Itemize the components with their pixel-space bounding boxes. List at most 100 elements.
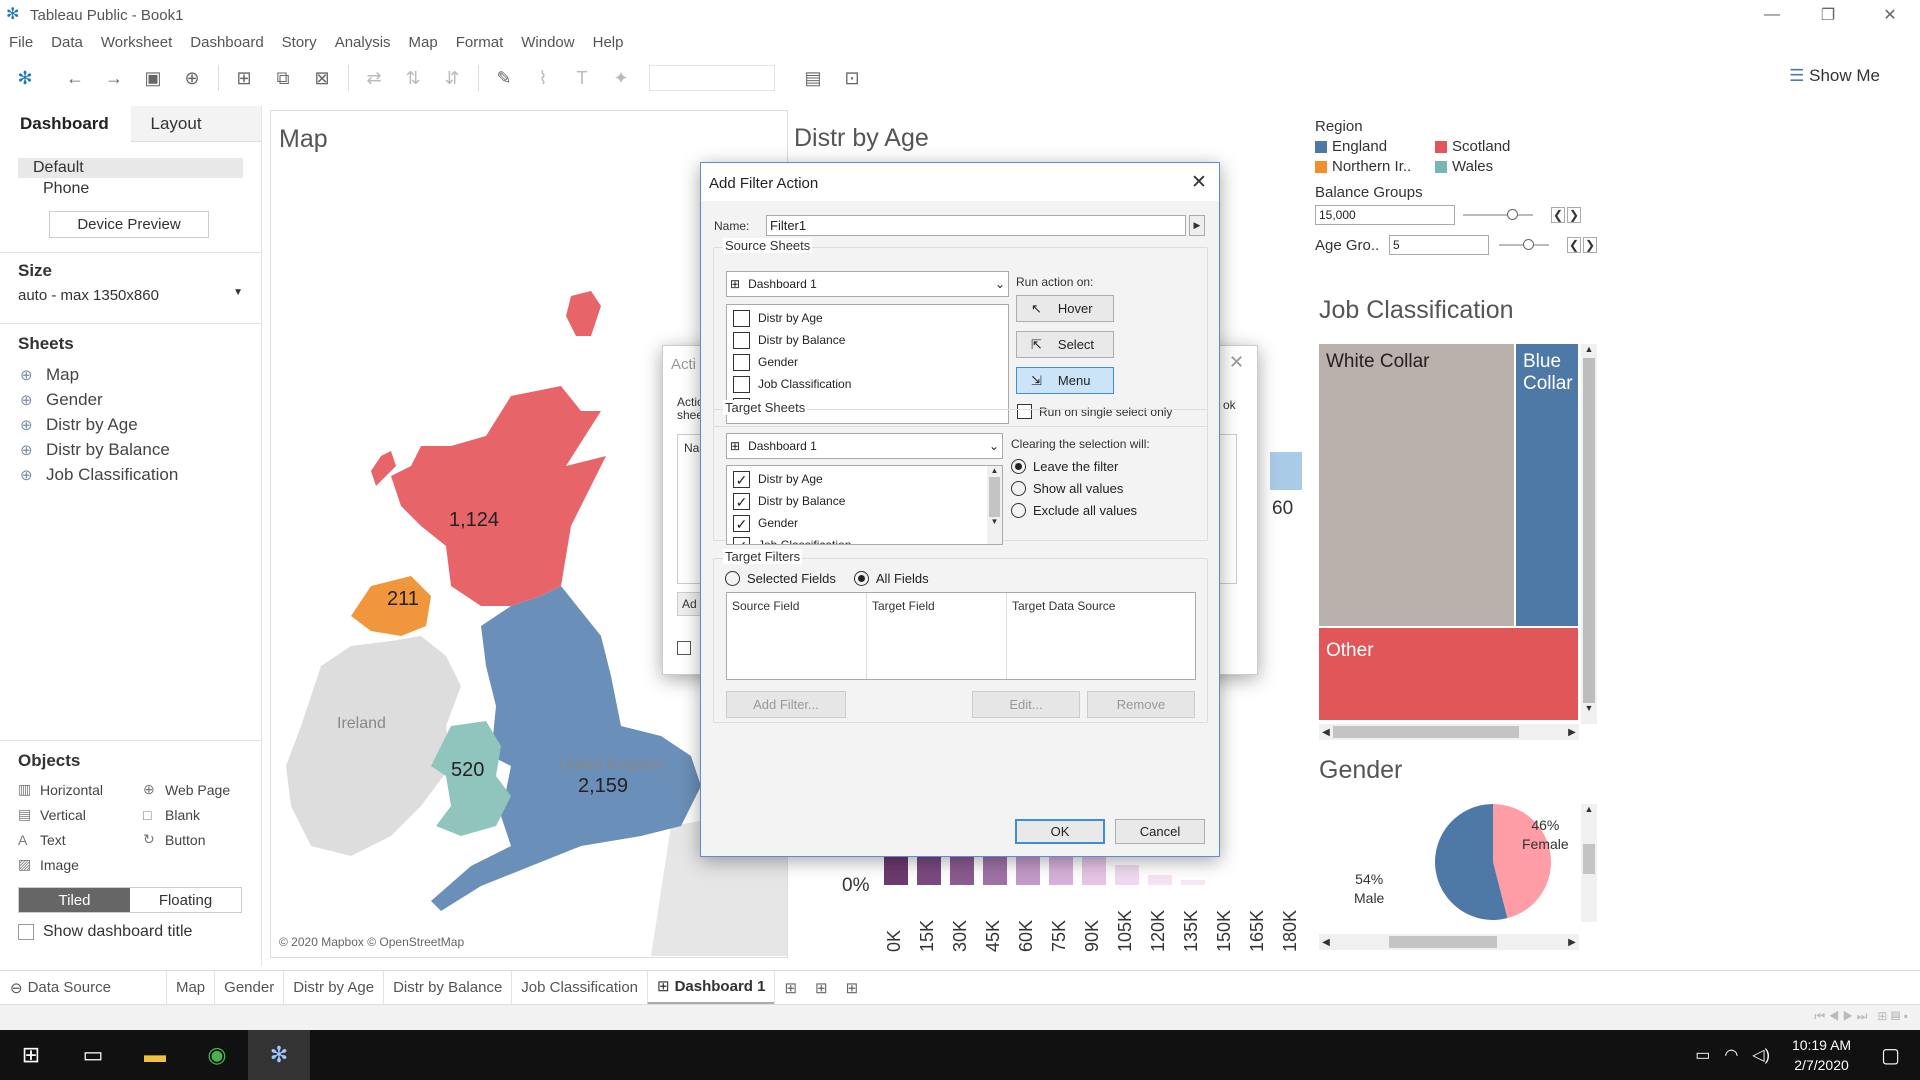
checkbox[interactable]: ✓ <box>733 536 750 544</box>
treemap-other[interactable]: Other <box>1319 628 1578 720</box>
increment-icon[interactable]: ❯ <box>1583 237 1597 253</box>
age-group-input[interactable]: 5 <box>1389 235 1489 255</box>
tableau-home-icon[interactable]: ✻ <box>17 67 33 88</box>
pie-slice-female[interactable] <box>1493 804 1551 919</box>
treemap-blue-collar[interactable]: Blue Collar <box>1516 344 1578 626</box>
target-sheet-row[interactable]: ✓ Gender <box>727 512 1002 534</box>
tab-job-classification[interactable]: Job Classification <box>511 970 647 1005</box>
checkbox[interactable]: ✓ <box>733 470 750 488</box>
sort-asc-icon[interactable]: ⇅ <box>405 67 421 88</box>
show-title-row[interactable]: Show dashboard title <box>18 923 261 941</box>
ok-button[interactable]: OK <box>1015 819 1105 844</box>
clear-icon[interactable]: ⊠ <box>314 67 330 88</box>
leave-filter-radio[interactable]: Leave the filter <box>1011 455 1137 477</box>
pie-slice-male[interactable] <box>1435 804 1508 920</box>
menu-window[interactable]: Window <box>521 33 575 51</box>
vertical-scrollbar[interactable]: ▲ <box>1581 804 1597 922</box>
tab-dashboard-1[interactable]: ⊞ Dashboard 1 <box>647 970 775 1005</box>
wales-region[interactable] <box>431 721 511 836</box>
legend-item-northern-ireland[interactable]: Northern Ir.. <box>1315 158 1435 175</box>
add-filter-button[interactable]: Add Filter... <box>726 691 846 718</box>
increment-icon[interactable]: ❯ <box>1567 207 1581 223</box>
minimize-button[interactable]: — <box>1764 6 1780 23</box>
legend-item-wales[interactable]: Wales <box>1435 158 1565 175</box>
checkbox[interactable]: ✓ <box>733 492 750 510</box>
northern-ireland-region[interactable] <box>351 576 431 636</box>
sheet-item-map[interactable]: ⊕ Map <box>0 362 261 387</box>
new-sheet-icon[interactable]: ⊞ <box>236 67 252 88</box>
close-icon[interactable]: ✕ <box>1229 352 1245 372</box>
menu-button[interactable]: ⇲ Menu <box>1016 367 1114 394</box>
tab-distr-by-age[interactable]: Distr by Age <box>283 970 383 1005</box>
checkbox[interactable] <box>733 353 750 371</box>
object-text[interactable]: A Text <box>18 827 143 852</box>
balance-input[interactable]: 15,000 <box>1315 205 1455 225</box>
menu-story[interactable]: Story <box>281 33 317 51</box>
treemap-white-collar[interactable]: White Collar <box>1319 344 1514 626</box>
select-button[interactable]: ⇱ Select <box>1016 331 1114 358</box>
selected-fields-radio[interactable]: Selected Fields <box>725 567 836 589</box>
device-preview-button[interactable]: Device Preview <box>49 211 209 238</box>
sheet-item-job-classification[interactable]: ⊕ Job Classification <box>0 462 261 487</box>
all-fields-radio[interactable]: All Fields <box>853 567 929 589</box>
new-datasource-icon[interactable]: ⊕ <box>184 67 200 88</box>
redo-icon[interactable]: → <box>105 67 123 88</box>
menu-map[interactable]: Map <box>408 33 438 51</box>
single-select-row[interactable]: Run on single select only <box>1017 404 1172 419</box>
cancel-button[interactable]: Cancel <box>1115 819 1205 844</box>
menu-file[interactable]: File <box>9 33 34 51</box>
clock[interactable]: 10:19 AM 2/7/2020 <box>1792 1035 1851 1075</box>
tab-dashboard[interactable]: Dashboard <box>20 114 109 133</box>
device-phone[interactable]: Phone <box>43 180 90 197</box>
duplicate-icon[interactable]: ⧉ <box>276 67 290 88</box>
checkbox[interactable] <box>733 331 750 349</box>
target-dashboard-dropdown[interactable]: ⊞ Dashboard 1 ⌄ <box>726 433 1003 459</box>
wifi-icon[interactable]: ◠ <box>1724 1047 1739 1064</box>
new-story-icon[interactable]: ⊞ <box>845 979 859 997</box>
sheet-item-gender[interactable]: ⊕ Gender <box>0 387 261 412</box>
menu-help[interactable]: Help <box>592 33 624 51</box>
scotland-region[interactable] <box>391 386 606 606</box>
menu-data[interactable]: Data <box>51 33 83 51</box>
target-list-scrollbar[interactable]: ▲ ▼ <box>987 466 1002 544</box>
balance-slider[interactable] <box>1463 209 1533 220</box>
checkbox[interactable] <box>733 375 750 393</box>
target-sheet-row[interactable]: ✓ Job Classification <box>727 534 1002 544</box>
target-sheet-row[interactable]: ✓ Distr by Age <box>727 468 1002 490</box>
remove-button[interactable]: Remove <box>1087 691 1195 718</box>
menu-format[interactable]: Format <box>455 33 504 51</box>
name-input[interactable]: Filter1 <box>766 215 1186 236</box>
new-worksheet-icon[interactable]: ⊞ <box>774 970 806 1005</box>
single-select-checkbox[interactable] <box>1017 404 1032 419</box>
ireland-region[interactable] <box>286 636 461 856</box>
restore-button[interactable]: ❐ <box>1820 7 1836 24</box>
age-bar-light[interactable] <box>1270 452 1302 490</box>
volume-icon[interactable]: ◁) <box>1752 1047 1770 1064</box>
decrement-icon[interactable]: ❮ <box>1551 207 1565 223</box>
shetland-region[interactable] <box>566 291 601 336</box>
labels-icon[interactable]: T <box>576 67 588 88</box>
object-vertical[interactable]: ▤ Vertical <box>18 802 143 827</box>
legend-item-scotland[interactable]: Scotland <box>1435 138 1565 155</box>
checkbox[interactable]: ✓ <box>733 514 750 532</box>
close-icon[interactable]: ✕ <box>1191 172 1207 193</box>
notifications-icon[interactable]: ▢ <box>1881 1044 1900 1067</box>
vertical-scrollbar[interactable]: ▲ ▼ <box>1581 344 1597 724</box>
close-window-button[interactable]: ✕ <box>1883 7 1897 24</box>
hebrides-region[interactable] <box>371 451 396 486</box>
show-me-button[interactable]: ☰ Show Me <box>1789 66 1880 86</box>
menu-analysis[interactable]: Analysis <box>334 33 391 51</box>
sheet-item-distr-by-balance[interactable]: ⊕ Distr by Balance <box>0 437 261 462</box>
swap-icon[interactable]: ⇄ <box>366 67 382 88</box>
task-view-icon[interactable]: ▭ <box>82 1042 104 1067</box>
tab-distr-by-balance[interactable]: Distr by Balance <box>383 970 511 1005</box>
new-dashboard-icon[interactable]: ⊞ <box>815 979 828 997</box>
legend-item-england[interactable]: England <box>1315 138 1435 155</box>
show-cards-icon[interactable]: ▤ <box>804 67 822 88</box>
fit-dropdown[interactable] <box>649 65 775 91</box>
gender-pie[interactable] <box>1395 800 1595 928</box>
chrome-icon[interactable]: ◉ <box>207 1042 227 1067</box>
slider-thumb[interactable] <box>1507 209 1518 220</box>
object-blank[interactable]: □ Blank <box>143 802 263 827</box>
edit-button[interactable]: Edit... <box>972 691 1080 718</box>
